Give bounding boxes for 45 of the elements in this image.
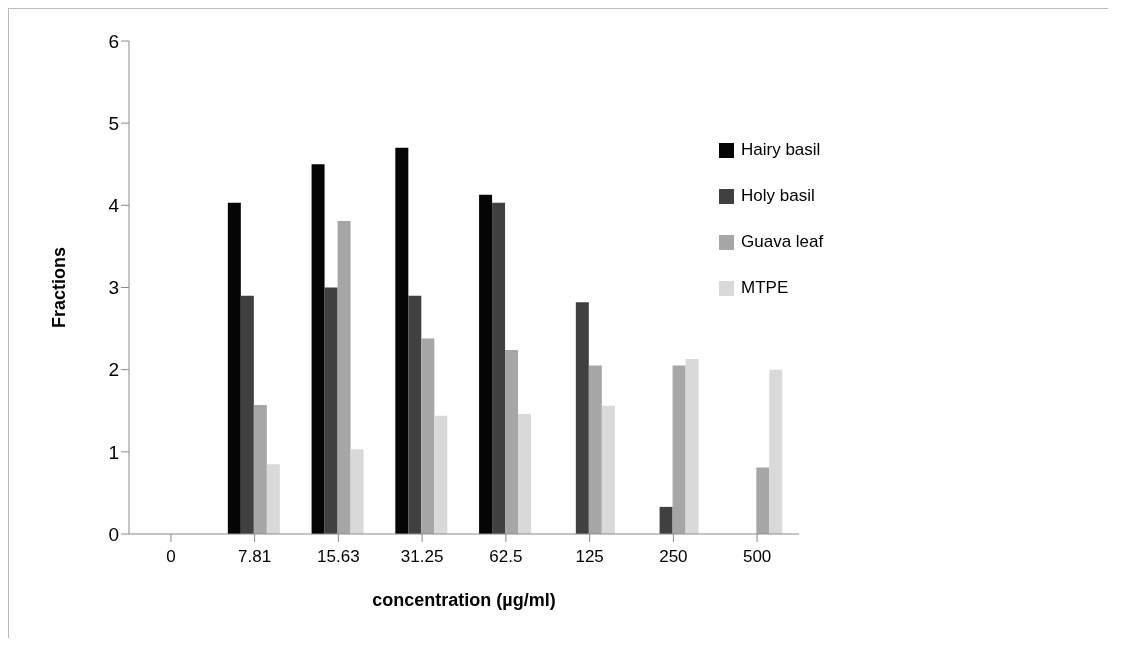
legend-label: MTPE [741,278,789,298]
y-tick-label: 6 [108,30,119,52]
bar [518,414,532,534]
y-tick-label: 4 [108,195,120,217]
bar [588,365,602,534]
x-tick-label: 7.81 [238,547,272,567]
bar [227,202,241,534]
bar [756,467,770,534]
bar [311,164,325,534]
legend-label: Guava leaf [741,232,824,252]
bar [601,405,615,534]
x-axis-title: concentration (µg/ml) [372,590,556,610]
x-tick-label: 15.63 [317,547,360,567]
legend-label: Holy basil [741,186,815,206]
bar [685,358,699,534]
bar [421,338,435,534]
bar [769,369,783,534]
y-tick-label: 0 [108,523,119,545]
y-tick-label: 1 [108,441,119,463]
bar [337,220,351,534]
x-tick-label: 250 [659,547,688,567]
bar [324,287,338,534]
x-tick-label: 62.5 [489,547,523,567]
bar [505,349,519,534]
bar [479,194,493,534]
y-tick-label: 2 [108,359,119,381]
x-tick-label: 31.25 [400,547,444,567]
y-axis-title: Fractions [49,246,70,329]
bar [240,295,254,534]
bar [659,506,673,534]
bar [492,202,506,534]
y-tick-label: 3 [108,277,119,299]
x-tick-label: 500 [742,547,772,567]
bar [434,415,448,534]
legend-label: Hairy basil [741,140,821,160]
bar [350,449,364,534]
bar [266,464,280,534]
x-tick-label: 0 [166,547,176,567]
bar [672,365,686,534]
y-tick-label: 5 [108,112,119,134]
bar [575,302,589,534]
x-tick-label: 125 [575,547,604,567]
bar [395,147,409,534]
bar [253,405,267,534]
bar [408,295,422,534]
